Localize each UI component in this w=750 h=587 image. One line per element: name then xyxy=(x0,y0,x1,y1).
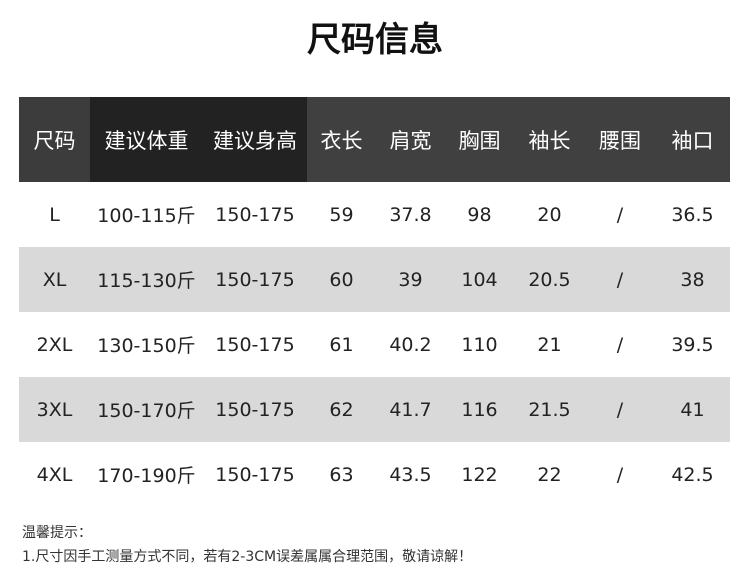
table-cell: 170-190斤 xyxy=(97,465,196,487)
column-header: 胸围 xyxy=(445,97,514,182)
table-cell: 4XL xyxy=(36,463,73,486)
table-cell: XL xyxy=(19,247,90,312)
table-cell: 41.7 xyxy=(376,377,445,442)
column-header: 建议体重 xyxy=(90,97,203,182)
table-cell: 150-175 xyxy=(203,247,307,312)
table-cell: 116 xyxy=(445,377,514,442)
table-row: 2XL 130-150斤 150-175 61 40.2 110 21 / 39.5 xyxy=(19,312,730,377)
table-cell: 62 xyxy=(307,377,376,442)
table-cell: 115-130斤 xyxy=(90,247,203,312)
table-cell: 150-175 xyxy=(215,333,295,356)
table-cell: 63 xyxy=(329,463,354,486)
column-header: 尺码 xyxy=(19,97,90,182)
table-cell: 39.5 xyxy=(671,333,714,356)
table-cell: 59 xyxy=(329,203,354,226)
table-cell: 38 xyxy=(655,247,730,312)
table-cell: 150-175 xyxy=(215,203,295,226)
table-cell: 122 xyxy=(461,463,498,486)
table-cell: 36.5 xyxy=(671,203,714,226)
table-cell: 61 xyxy=(329,333,354,356)
column-header: 袖长 xyxy=(514,97,585,182)
table-cell: 3XL xyxy=(19,377,90,442)
table-cell: 150-175 xyxy=(203,377,307,442)
notes-line: 1.尺寸因手工测量方式不同，若有2-3CM误差属属合理范围，敬请谅解！ xyxy=(22,549,473,565)
table-cell: 37.8 xyxy=(389,203,432,226)
column-header: 腰围 xyxy=(585,97,655,182)
table-cell: 43.5 xyxy=(389,463,432,486)
table-cell: / xyxy=(585,377,655,442)
table-row: 4XL 170-190斤 150-175 63 43.5 122 22 / 42.5 xyxy=(19,442,730,507)
table-cell: L xyxy=(49,203,60,226)
table-row: L 100-115斤 150-175 59 37.8 98 20 / 36.5 xyxy=(19,182,730,247)
table-cell: 22 xyxy=(537,463,562,486)
table-cell: 104 xyxy=(445,247,514,312)
table-cell: 40.2 xyxy=(389,333,432,356)
notes-heading: 温馨提示： xyxy=(22,525,92,541)
table-cell: 98 xyxy=(467,203,492,226)
table-cell: 150-170斤 xyxy=(90,377,203,442)
table-cell: / xyxy=(616,333,624,356)
table-cell: 42.5 xyxy=(671,463,714,486)
table-cell: 21 xyxy=(537,333,562,356)
table-cell: 110 xyxy=(461,333,498,356)
table-cell: 39 xyxy=(376,247,445,312)
column-header: 建议身高 xyxy=(203,97,307,182)
column-header: 肩宽 xyxy=(376,97,445,182)
table-cell: 20.5 xyxy=(514,247,585,312)
table-cell: 41 xyxy=(655,377,730,442)
table-cell: / xyxy=(585,247,655,312)
table-cell: 130-150斤 xyxy=(97,335,196,357)
table-cell: 60 xyxy=(307,247,376,312)
table-cell: / xyxy=(616,463,624,486)
table-cell: 20 xyxy=(537,203,562,226)
table-cell: 100-115斤 xyxy=(97,205,196,227)
table-cell: 2XL xyxy=(36,333,73,356)
table-cell: 21.5 xyxy=(514,377,585,442)
header-row: 尺码 建议体重 建议身高 衣长 肩宽 胸围 袖长 腰围 袖口 xyxy=(19,97,730,182)
size-table: 尺码 建议体重 建议身高 衣长 肩宽 胸围 袖长 腰围 袖口 L 100-115斤 150-175 5… xyxy=(19,97,730,507)
table-row: XL 115-130斤 150-175 60 39 104 20.5/38 xyxy=(19,247,730,312)
table-cell: / xyxy=(616,203,624,226)
column-header: 袖口 xyxy=(655,97,730,182)
table-cell: 150-175 xyxy=(215,463,295,486)
table-row: 3XL 150-170斤 150-175 62 41.7 116 21.5/41 xyxy=(19,377,730,442)
page-title: 尺码信息 xyxy=(307,20,443,60)
column-header: 衣长 xyxy=(307,97,376,182)
